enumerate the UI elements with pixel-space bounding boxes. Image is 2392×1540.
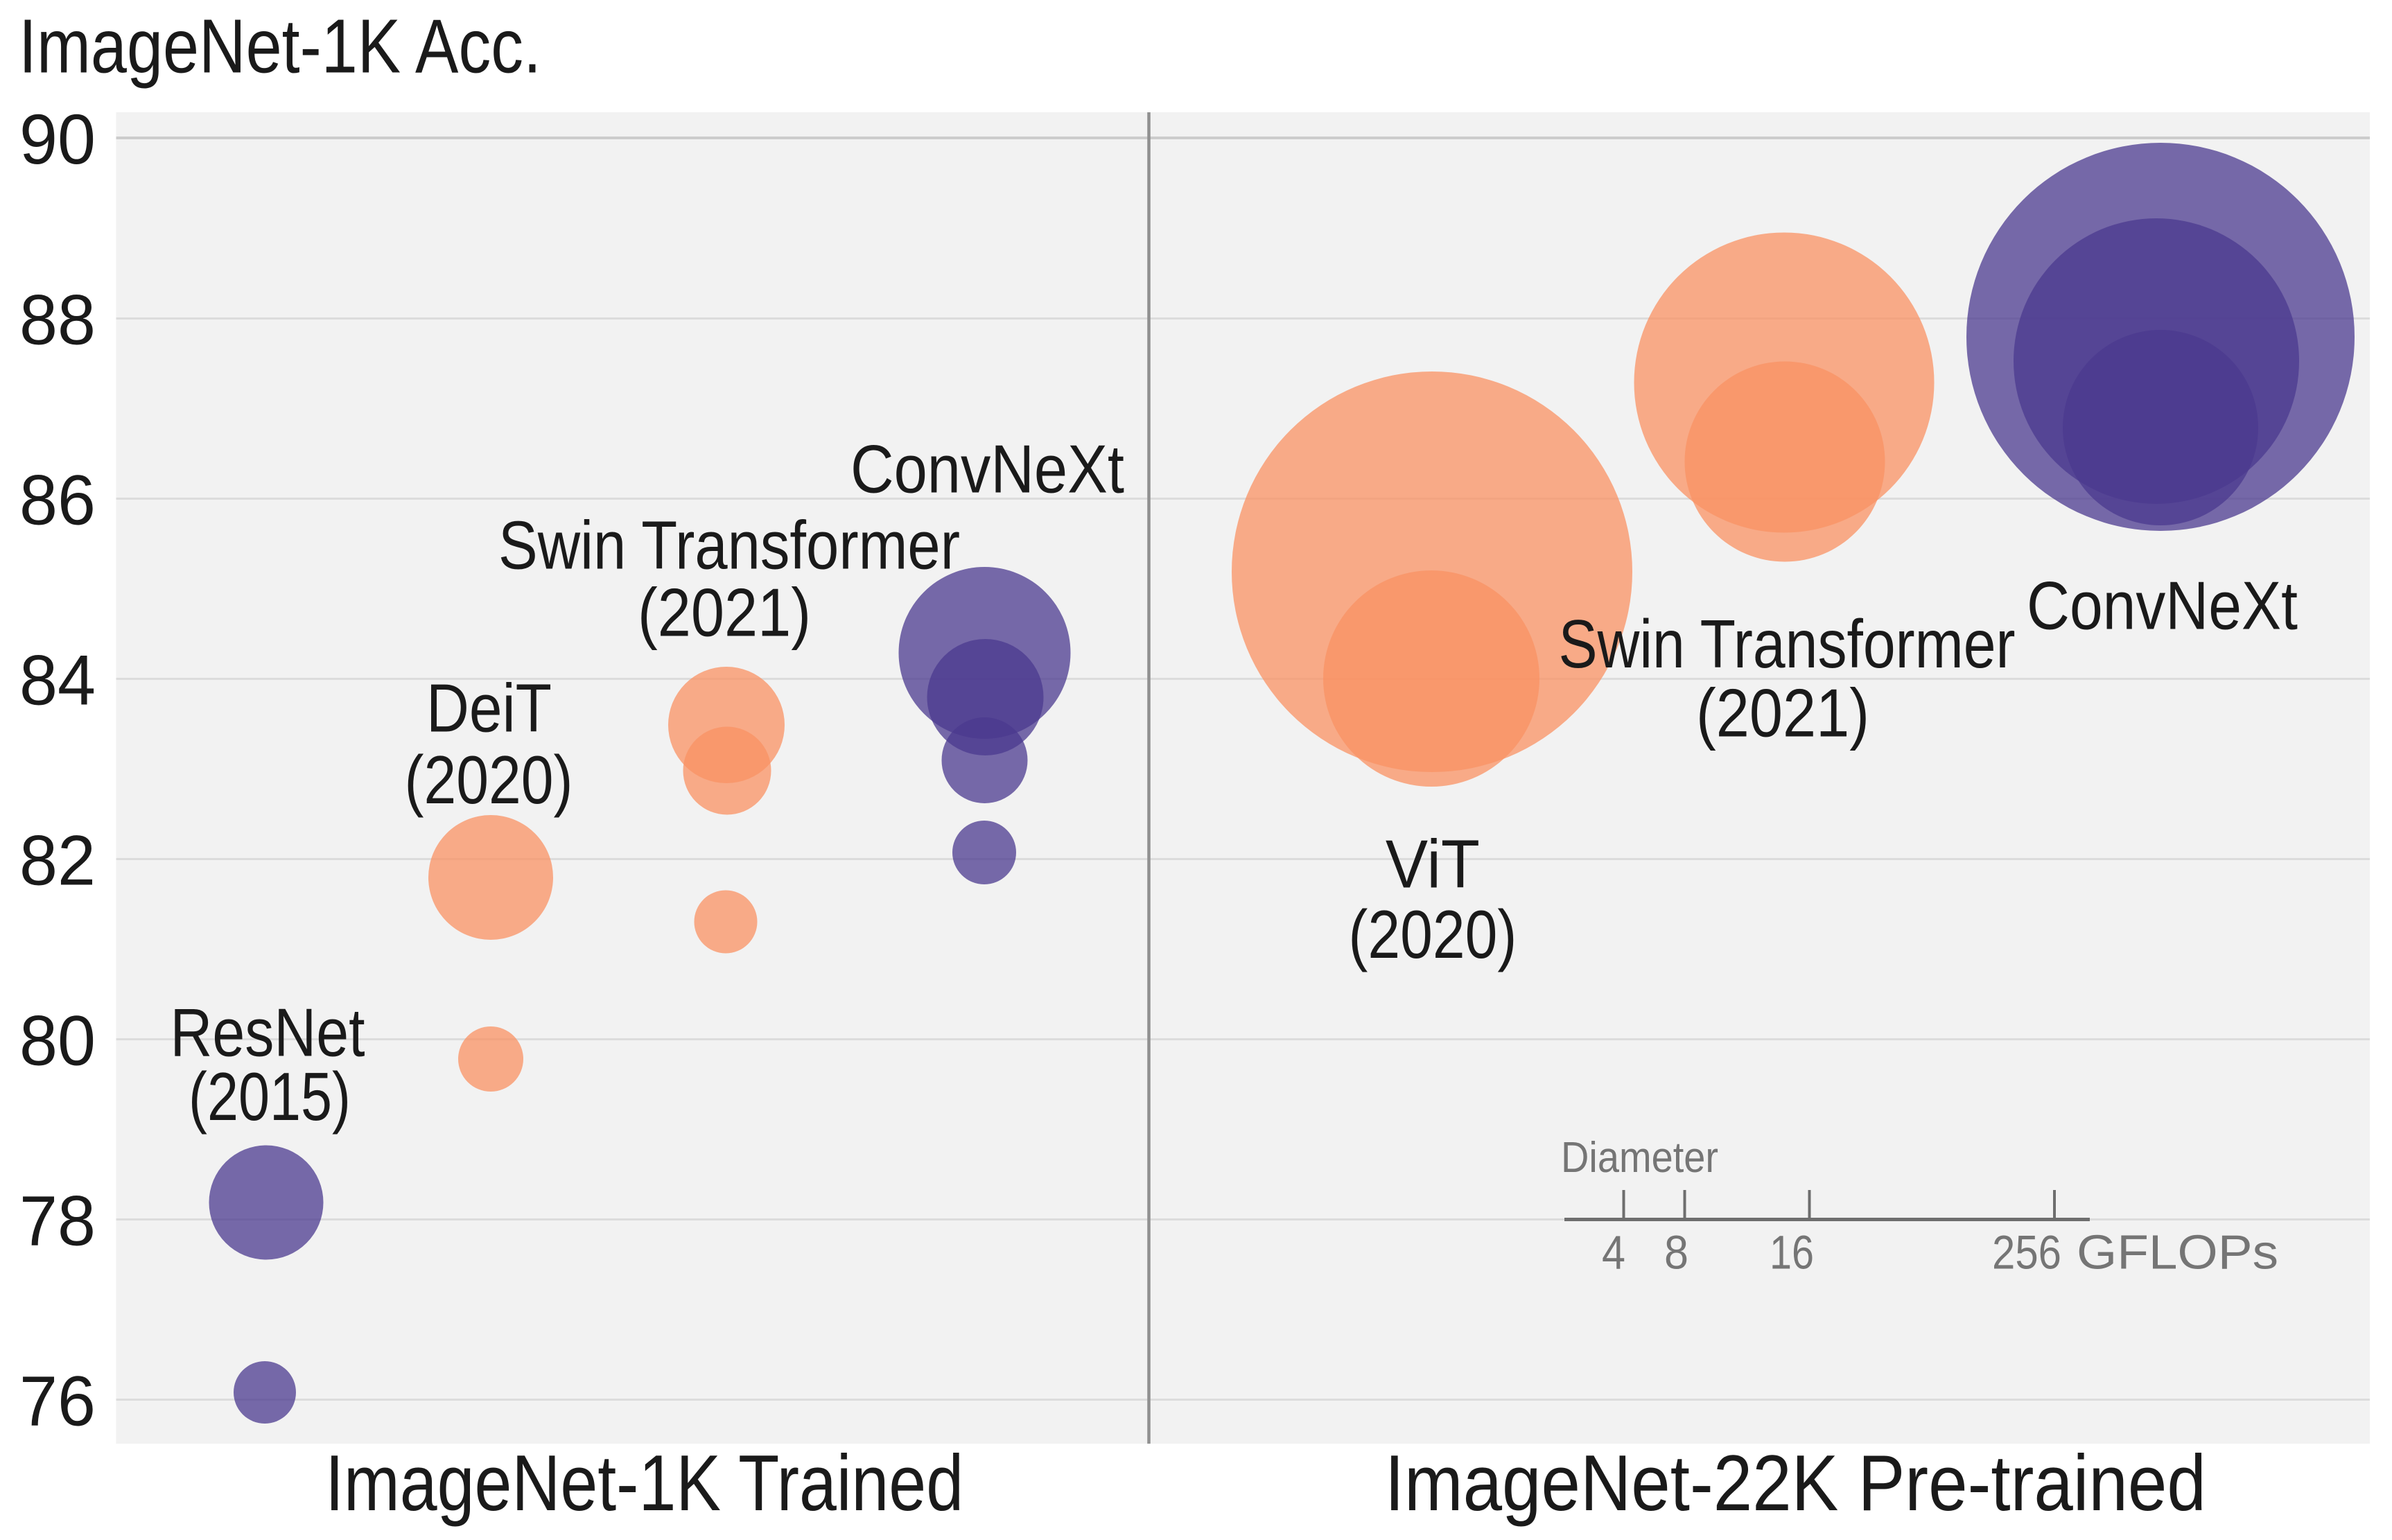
svg-text:(2020): (2020) bbox=[405, 742, 573, 818]
svg-text:(2015): (2015) bbox=[189, 1058, 351, 1135]
svg-text:ImageNet-22K Pre-trained: ImageNet-22K Pre-trained bbox=[1385, 1440, 2206, 1528]
svg-text:ConvNeXt: ConvNeXt bbox=[2027, 567, 2298, 643]
svg-text:76: 76 bbox=[19, 1361, 96, 1440]
svg-text:(2021): (2021) bbox=[1696, 674, 1869, 751]
svg-text:256: 256 bbox=[1992, 1226, 2061, 1279]
svg-text:DeiT: DeiT bbox=[426, 670, 552, 746]
svg-text:78: 78 bbox=[19, 1181, 96, 1260]
svg-text:ConvNeXt: ConvNeXt bbox=[850, 430, 1124, 507]
svg-text:(2020): (2020) bbox=[1348, 896, 1517, 972]
svg-text:84: 84 bbox=[19, 640, 96, 719]
svg-text:ImageNet-1K Trained: ImageNet-1K Trained bbox=[325, 1440, 963, 1528]
svg-text:88: 88 bbox=[19, 280, 96, 359]
svg-text:8: 8 bbox=[1664, 1226, 1688, 1279]
svg-text:(2021): (2021) bbox=[638, 575, 811, 651]
svg-text:Swin Transformer: Swin Transformer bbox=[498, 507, 960, 584]
svg-text:90: 90 bbox=[19, 100, 96, 179]
svg-text:Swin Transformer: Swin Transformer bbox=[1559, 606, 2016, 682]
svg-text:ResNet: ResNet bbox=[171, 995, 365, 1071]
svg-text:ViT: ViT bbox=[1386, 826, 1480, 902]
svg-text:82: 82 bbox=[19, 821, 96, 900]
svg-text:86: 86 bbox=[19, 460, 96, 539]
svg-text:ImageNet-1K Acc.: ImageNet-1K Acc. bbox=[19, 4, 541, 89]
svg-text:GFLOPs: GFLOPs bbox=[2077, 1225, 2278, 1279]
svg-text:16: 16 bbox=[1770, 1226, 1814, 1279]
svg-text:4: 4 bbox=[1602, 1226, 1625, 1279]
svg-text:Diameter: Diameter bbox=[1561, 1134, 1718, 1182]
svg-text:80: 80 bbox=[19, 1001, 96, 1080]
